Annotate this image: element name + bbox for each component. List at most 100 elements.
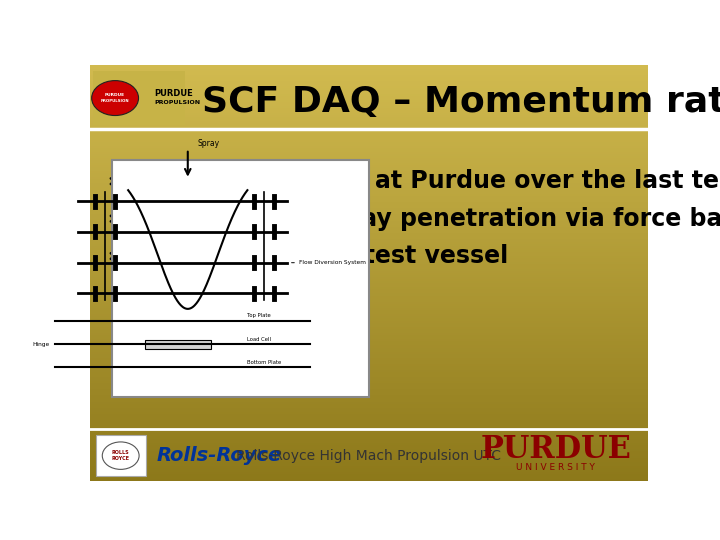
Bar [90, 312, 648, 314]
Bar [90, 447, 648, 449]
Bar [90, 123, 648, 125]
Bar [90, 283, 648, 285]
Bar [90, 433, 648, 435]
Bar [90, 472, 648, 474]
Bar [90, 435, 648, 437]
Bar [90, 190, 648, 192]
Bar [90, 75, 648, 77]
Bar [90, 156, 648, 158]
Bar [90, 258, 648, 260]
Bar [90, 192, 648, 194]
Bar [90, 321, 648, 322]
Bar [90, 300, 648, 302]
Bar [90, 343, 648, 346]
Bar [90, 406, 648, 408]
Bar [90, 358, 648, 360]
Circle shape [102, 442, 139, 469]
Bar [90, 85, 648, 87]
Bar [90, 208, 648, 210]
Bar [90, 364, 648, 366]
Bar [90, 167, 648, 168]
Bar [90, 67, 648, 69]
Bar [90, 427, 648, 429]
Bar [90, 281, 648, 283]
Bar [90, 476, 648, 478]
Bar [90, 441, 648, 443]
Bar [90, 256, 648, 258]
Bar [90, 287, 648, 289]
Bar [90, 187, 648, 190]
Bar [90, 125, 648, 127]
Bar [90, 82, 648, 84]
Bar [90, 294, 648, 295]
Bar [90, 246, 648, 248]
Bar [90, 429, 648, 431]
Text: PURDUE: PURDUE [105, 93, 125, 97]
Bar [90, 196, 648, 198]
Bar [90, 173, 648, 175]
Bar [90, 84, 648, 85]
Text: To be installed in test vessel: To be installed in test vessel [128, 244, 508, 268]
Bar [90, 92, 648, 94]
Bar [90, 219, 648, 221]
Bar [90, 144, 648, 146]
Bar [90, 271, 648, 273]
Bar [90, 346, 648, 348]
Bar [90, 160, 648, 163]
Bar [90, 298, 648, 300]
Bar [90, 443, 648, 446]
Bar [90, 158, 648, 160]
Bar [90, 377, 648, 379]
Bar [90, 175, 648, 177]
Bar [90, 368, 648, 370]
Bar [90, 458, 648, 460]
Bar [90, 439, 648, 441]
Bar [90, 154, 648, 156]
Bar [90, 163, 648, 165]
Bar [90, 387, 648, 389]
Bar [90, 131, 648, 133]
Bar [90, 111, 648, 113]
Bar [90, 98, 648, 100]
Bar [90, 265, 648, 266]
Text: Technique refined at Purdue over the last ten years: Technique refined at Purdue over the las… [128, 169, 720, 193]
Bar [90, 248, 648, 250]
Bar [90, 96, 648, 98]
Bar [90, 362, 648, 364]
Bar [90, 185, 648, 187]
Bar [90, 331, 648, 333]
Bar [90, 277, 648, 279]
Text: ROYCE: ROYCE [112, 456, 130, 462]
Bar [90, 456, 648, 458]
Bar [90, 233, 648, 235]
Bar [90, 69, 648, 71]
Bar [90, 352, 648, 354]
Bar [90, 223, 648, 225]
Bar [90, 133, 648, 136]
Bar [90, 73, 648, 75]
Bar [90, 87, 648, 90]
Bar [90, 252, 648, 254]
Bar [90, 275, 648, 277]
Bar [90, 150, 648, 152]
Bar [90, 341, 648, 343]
Bar [90, 337, 648, 339]
Text: ROLLS: ROLLS [112, 450, 130, 455]
Bar [90, 462, 648, 464]
Bar [90, 437, 648, 439]
Bar [90, 289, 648, 292]
Text: Rolls-Royce: Rolls-Royce [157, 446, 282, 465]
Bar [90, 262, 648, 265]
Bar [90, 127, 648, 129]
Bar [90, 416, 648, 418]
Bar [90, 449, 648, 451]
Bar [145, 340, 211, 349]
Bar [90, 316, 648, 319]
Bar [90, 229, 648, 231]
Bar [90, 238, 648, 239]
Bar [90, 349, 648, 352]
Bar [90, 292, 648, 294]
Bar [90, 210, 648, 212]
Bar [90, 177, 648, 179]
Bar [90, 304, 648, 306]
